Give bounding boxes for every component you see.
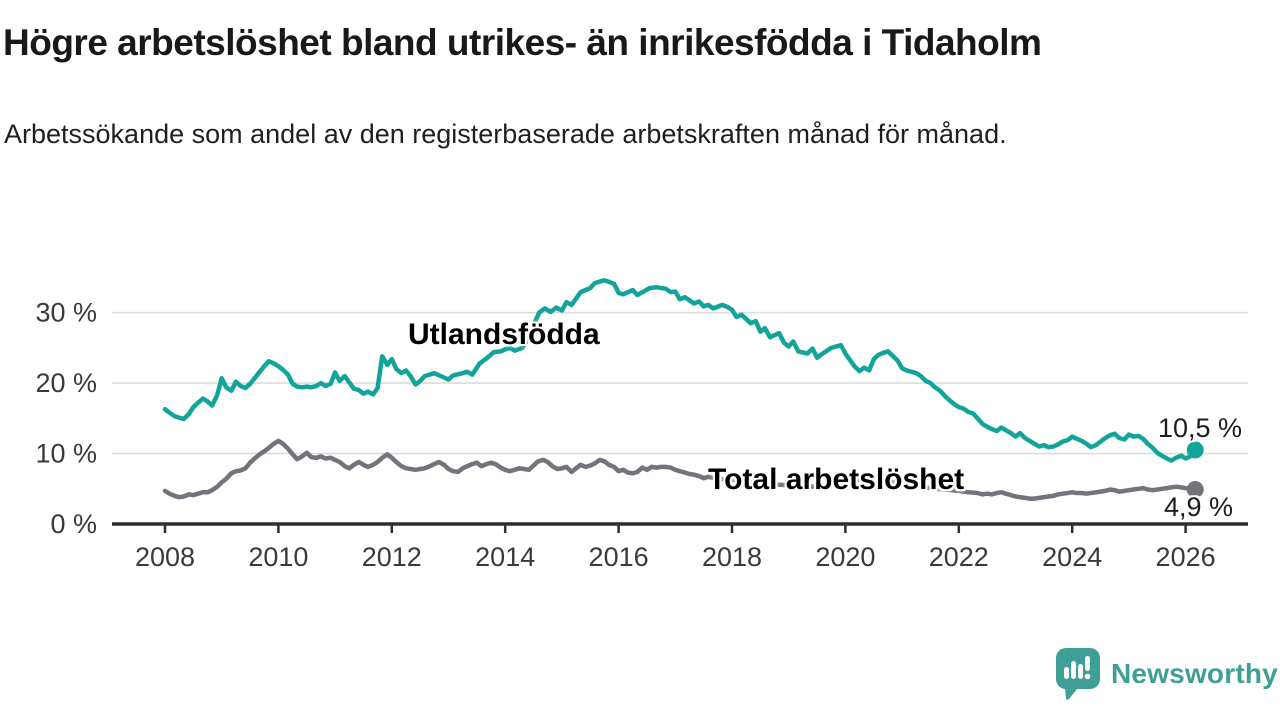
- x-tick-label: 2024: [1042, 542, 1102, 572]
- series-end-dot-total-arbetslöshet: [1186, 480, 1204, 498]
- chart-subtitle: Arbetssökande som andel av den registerb…: [4, 119, 1007, 149]
- x-tick-label: 2014: [475, 542, 535, 572]
- end-value-label-utlandsfodda: 10,5 %: [1158, 413, 1243, 443]
- series-label-utlandsfodda: Utlandsfödda: [408, 318, 600, 351]
- newsworthy-wordmark: Newsworthy: [1111, 658, 1278, 689]
- x-tick-label: 2018: [702, 542, 762, 572]
- y-tick-label: 0 %: [50, 509, 97, 539]
- chart-title: Högre arbetslöshet bland utrikes- än inr…: [3, 22, 1042, 63]
- x-tick-label: 2012: [362, 542, 422, 572]
- x-tick-label: 2020: [815, 542, 875, 572]
- series-label-total-arbetsloshet: Total arbetslöshet: [708, 463, 965, 496]
- series-line-utlandsfödda: [162, 277, 1198, 463]
- x-tick-label: 2022: [929, 542, 989, 572]
- end-value-label-total: 4,9 %: [1164, 492, 1234, 522]
- y-tick-label: 30 %: [35, 298, 97, 328]
- x-tick-label: 2010: [248, 542, 308, 572]
- y-tick-label: 20 %: [35, 368, 97, 398]
- series-line-total-arbetslöshet: [162, 438, 1198, 501]
- x-tick-label: 2026: [1156, 542, 1216, 572]
- x-tick-label: 2008: [135, 542, 195, 572]
- newsworthy-logo: Newsworthy: [1056, 648, 1278, 700]
- y-tick-label: 10 %: [35, 439, 97, 469]
- series-end-dot-utlandsfödda: [1186, 441, 1204, 459]
- x-tick-label: 2016: [589, 542, 649, 572]
- speech-bubble-bar-chart-icon: [1056, 648, 1100, 700]
